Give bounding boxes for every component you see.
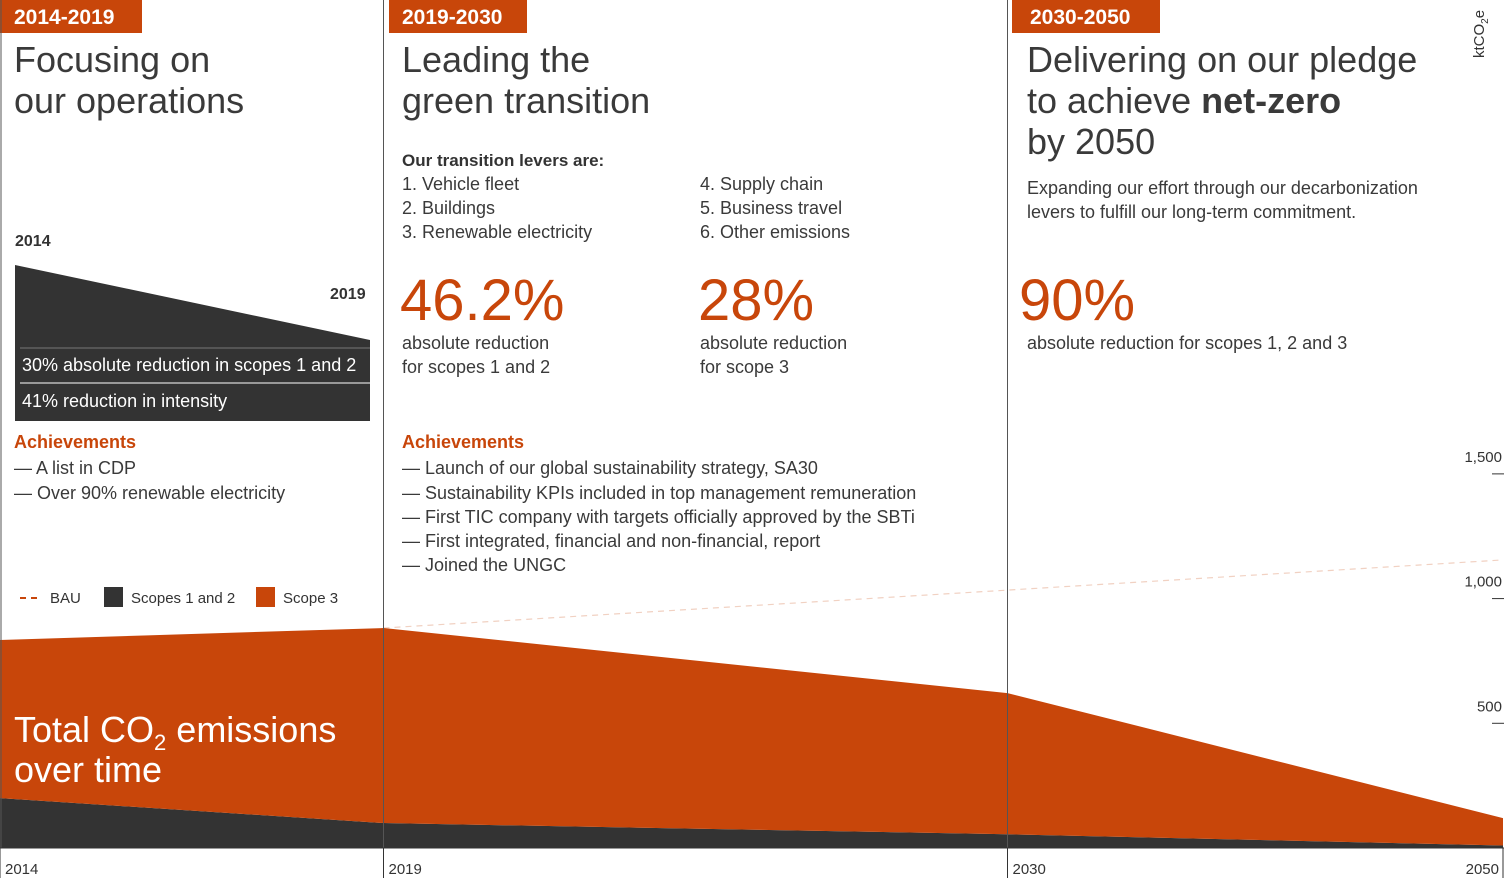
lever: 4. Supply chain <box>700 174 823 194</box>
result: 41% reduction in intensity <box>22 391 227 411</box>
heading-bold: net-zero <box>1201 80 1341 121</box>
start-label: 2014 <box>15 233 51 250</box>
achievement: — First TIC company with targets officia… <box>402 507 915 527</box>
paragraph: levers to fulfill our long-term commitme… <box>1027 202 1356 222</box>
heading: our operations <box>14 80 244 121</box>
lever: 3. Renewable electricity <box>402 222 592 242</box>
area <box>0 798 1503 848</box>
legend-swatch <box>104 587 123 607</box>
title-sub: 2 <box>154 730 166 755</box>
legend-label: Scopes 1 and 2 <box>131 590 235 607</box>
lever: 5. Business travel <box>700 198 842 218</box>
heading: to achieve net-zero <box>1027 80 1341 121</box>
period-label: 2030-2050 <box>1030 6 1130 29</box>
achievement: — Sustainability KPIs included in top ma… <box>402 483 916 503</box>
lever: 1. Vehicle fleet <box>402 174 519 194</box>
target-text: absolute reduction for scopes 1, 2 and 3 <box>1027 333 1347 353</box>
target-text: for scopes 1 and 2 <box>402 357 550 377</box>
end-label: 2019 <box>330 286 366 303</box>
legend-label: Scope 3 <box>283 590 338 607</box>
heading: green transition <box>402 80 650 121</box>
title-part: emissions <box>166 709 336 750</box>
label-sub: 2 <box>1480 18 1491 24</box>
x-tick-label: 2019 <box>389 861 422 878</box>
y-tick-label: 500 <box>1477 698 1502 715</box>
lever: 6. Other emissions <box>700 222 850 242</box>
levers-title: Our transition levers are: <box>402 151 604 170</box>
achievement: — A list in CDP <box>14 458 136 478</box>
achievements-title: Achievements <box>14 432 136 452</box>
area-layer <box>0 559 1504 848</box>
y-axis-label: ktCO2e <box>1471 10 1491 58</box>
target-figure: 28% <box>698 268 814 333</box>
achievement: — First integrated, financial and non-fi… <box>402 531 820 551</box>
result: 30% absolute reduction in scopes 1 and 2 <box>22 355 356 375</box>
heading: by 2050 <box>1027 121 1155 162</box>
target-text: absolute reduction <box>700 333 847 353</box>
achievement: — Joined the UNGC <box>402 555 566 575</box>
legend-swatch <box>256 587 275 607</box>
achievement: — Launch of our global sustainability st… <box>402 458 818 478</box>
paragraph: Expanding our effort through our decarbo… <box>1027 178 1418 198</box>
y-tick-label: 1,500 <box>1464 449 1502 466</box>
chart-title: over time <box>14 749 162 790</box>
period-tag <box>1012 0 1160 33</box>
achievements-title: Achievements <box>402 432 524 452</box>
period-label: 2014-2019 <box>14 6 114 29</box>
y-tick-label: 1,000 <box>1464 574 1502 591</box>
period-tag <box>0 0 142 33</box>
achievement: — Over 90% renewable electricity <box>14 483 285 503</box>
heading-part: to achieve <box>1027 80 1201 121</box>
title-part: Total CO <box>14 709 154 750</box>
chart-title: Total CO2 emissions <box>14 709 336 755</box>
heading: Leading the <box>402 39 590 80</box>
legend: BAU Scopes 1 and 2 Scope 3 <box>20 587 338 607</box>
heading: Focusing on <box>14 39 210 80</box>
target-text: absolute reduction <box>402 333 549 353</box>
target-figure: 46.2% <box>400 268 564 333</box>
area <box>0 628 1503 846</box>
target-text: for scope 3 <box>700 357 789 377</box>
period-label: 2019-2030 <box>402 6 502 29</box>
label-part: ktCO <box>1471 24 1488 58</box>
label-part: e <box>1471 10 1488 18</box>
x-tick-label: 2014 <box>5 861 38 878</box>
lever: 2. Buildings <box>402 198 495 218</box>
x-tick-label: 2050 <box>1466 861 1499 878</box>
reduction-shape <box>15 265 370 421</box>
heading: Delivering on our pledge <box>1027 39 1417 80</box>
legend-label: BAU <box>50 590 81 607</box>
x-tick-label: 2030 <box>1013 861 1046 878</box>
period-tag <box>389 0 527 33</box>
target-figure: 90% <box>1019 268 1135 333</box>
